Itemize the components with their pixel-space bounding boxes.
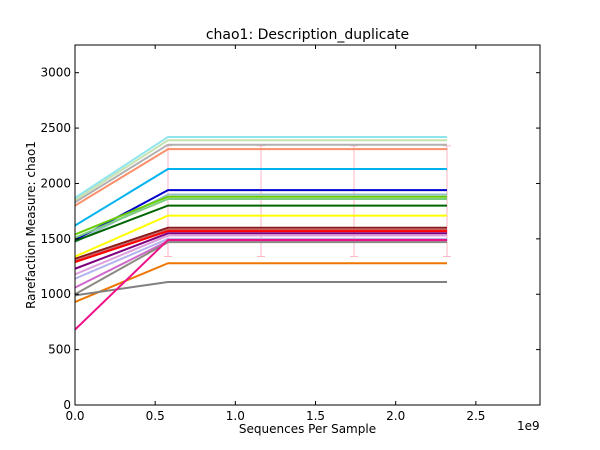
- series-line: [75, 241, 447, 296]
- x-offset-label: 1e9: [517, 419, 540, 433]
- x-tick-label: 1.0: [226, 409, 245, 423]
- series-line: [75, 262, 447, 303]
- x-tick-label: 2.5: [466, 409, 485, 423]
- y-tick-label: 1000: [40, 287, 71, 301]
- y-axis-label: Rarefaction Measure: chao1: [24, 141, 38, 309]
- axes: 0.0 0.5 1.0 1.5 2.0 2.5 0 500 1000 1500 2000 2500 30…: [40, 44, 541, 423]
- y-tick-label: 3000: [40, 66, 71, 80]
- series-line: [75, 189, 447, 241]
- series-line: [75, 197, 447, 239]
- series-line: [75, 143, 447, 204]
- y-tick-label: 2500: [40, 121, 71, 135]
- series-line: [75, 168, 447, 227]
- plot-area: [75, 135, 451, 331]
- x-tick-label: 0.0: [65, 409, 84, 423]
- series-line: [75, 238, 447, 331]
- series-line: [75, 193, 447, 244]
- chart-title: chao1: Description_duplicate: [206, 27, 409, 43]
- x-tick-label: 1.5: [306, 409, 325, 423]
- series-line: [75, 281, 447, 297]
- y-tick-label: 0: [63, 398, 71, 412]
- series-line: [75, 195, 447, 236]
- series-line: [75, 237, 447, 280]
- plot-frame: [74, 44, 541, 406]
- series-line: [75, 240, 447, 289]
- series-line: [75, 232, 447, 270]
- series-line: [75, 214, 447, 258]
- x-tick-label: 0.5: [146, 409, 165, 423]
- x-axis-label: Sequences Per Sample: [239, 422, 376, 436]
- y-tick-label: 500: [48, 343, 71, 357]
- series-line: [75, 139, 447, 201]
- series-line: [75, 228, 447, 262]
- series-line: [75, 234, 447, 276]
- series-line: [75, 230, 447, 264]
- series-line: [75, 226, 447, 260]
- series-line: [75, 148, 447, 207]
- series-line: [75, 135, 447, 199]
- x-tick-label: 2.0: [386, 409, 405, 423]
- y-tick-label: 2000: [40, 176, 71, 190]
- series-line: [75, 204, 447, 242]
- y-tick-label: 1500: [40, 232, 71, 246]
